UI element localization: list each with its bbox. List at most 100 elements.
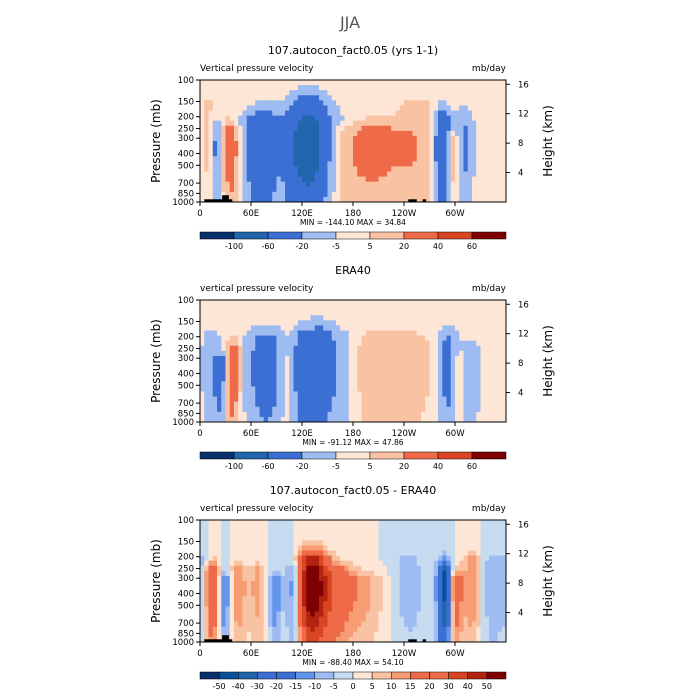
heatmap-cell <box>212 545 218 551</box>
heatmap-cell <box>221 550 226 556</box>
heatmap-cell <box>229 381 235 387</box>
heatmap-cell <box>246 151 252 157</box>
heatmap-cell <box>408 355 413 362</box>
heatmap-cell <box>263 146 269 152</box>
heatmap-cell <box>476 361 481 367</box>
heatmap-cell <box>225 300 231 306</box>
heatmap-cell <box>204 416 209 423</box>
heatmap-cell <box>501 310 507 316</box>
heatmap-cell <box>382 540 388 546</box>
heatmap-cell <box>421 115 426 122</box>
heatmap-cell <box>297 181 303 188</box>
heatmap-cell <box>272 120 277 127</box>
heatmap-cell <box>327 146 333 152</box>
heatmap-cell <box>251 366 256 372</box>
heatmap-cell <box>280 616 286 623</box>
heatmap-cell <box>221 340 226 347</box>
heatmap-cell <box>463 305 469 311</box>
heatmap-cell <box>361 85 367 91</box>
heatmap-cell <box>408 120 413 127</box>
heatmap-cell <box>263 95 269 101</box>
heatmap-cell <box>302 176 307 183</box>
heatmap-cell <box>221 300 226 306</box>
heatmap-cell <box>446 191 452 198</box>
heatmap-cell <box>310 335 316 342</box>
heatmap-cell <box>268 115 273 122</box>
heatmap-cell <box>200 386 205 392</box>
heatmap-cell <box>297 411 303 418</box>
heatmap-cell <box>285 530 290 536</box>
heatmap-cell <box>314 601 320 607</box>
heatmap-cell <box>285 95 290 101</box>
heatmap-cell <box>365 586 371 592</box>
heatmap-cell <box>238 135 243 142</box>
heatmap-cell <box>336 305 341 311</box>
heatmap-cell <box>412 125 418 132</box>
heatmap-cell <box>382 305 388 311</box>
heatmap-cell <box>412 90 418 96</box>
heatmap-cell <box>225 330 231 336</box>
heatmap-cell <box>370 345 375 352</box>
heatmap-cell <box>221 191 226 198</box>
heatmap-cell <box>302 586 307 592</box>
heatmap-cell <box>353 626 358 633</box>
heatmap-cell <box>289 535 294 541</box>
heatmap-cell <box>336 376 341 382</box>
heatmap-cell <box>200 545 205 551</box>
heatmap-cell <box>472 171 477 177</box>
heatmap-cell <box>200 371 205 377</box>
heatmap-cell <box>501 166 507 172</box>
heatmap-cell <box>238 416 243 423</box>
heatmap-cell <box>395 570 401 577</box>
y2-tick-label: 8 <box>518 139 523 149</box>
heatmap-cell <box>421 310 426 316</box>
heatmap-cell <box>314 611 320 617</box>
heatmap-cell <box>425 310 430 316</box>
heatmap-cell <box>348 401 354 408</box>
heatmap-cell <box>272 371 277 377</box>
heatmap-cell <box>212 550 218 556</box>
x-tick-label: 120E <box>291 209 313 219</box>
heatmap-cell <box>421 606 426 612</box>
heatmap-cell <box>408 320 413 326</box>
heatmap-cell <box>208 560 214 567</box>
heatmap-cell <box>302 315 307 321</box>
heatmap-cell <box>255 130 260 137</box>
heatmap-cell <box>204 310 209 316</box>
heatmap-cell <box>387 611 392 617</box>
heatmap-cell <box>421 371 426 377</box>
heatmap-cell <box>259 366 265 372</box>
heatmap-cell <box>348 191 354 198</box>
heatmap-cell <box>229 110 235 116</box>
heatmap-cell <box>340 105 345 111</box>
heatmap-cell <box>463 315 469 321</box>
heatmap-cell <box>348 570 354 577</box>
heatmap-cell <box>251 606 256 612</box>
heatmap-cell <box>225 401 231 408</box>
heatmap-cell <box>276 550 282 556</box>
heatmap-cell <box>467 80 473 86</box>
heatmap-cell <box>425 386 430 392</box>
heatmap-cell <box>336 631 341 638</box>
heatmap-cell <box>395 386 401 392</box>
heatmap-cell <box>433 176 439 183</box>
heatmap-cell <box>310 386 316 392</box>
heatmap-cell <box>276 100 282 106</box>
heatmap-cell <box>297 520 303 526</box>
heatmap-cell <box>314 156 320 162</box>
heatmap-cell <box>221 520 226 526</box>
heatmap-cell <box>297 310 303 316</box>
heatmap-cell <box>353 110 358 116</box>
heatmap-cell <box>399 95 405 101</box>
heatmap-cell <box>212 315 218 321</box>
heatmap-cell <box>353 335 358 342</box>
heatmap-cell <box>374 100 379 106</box>
heatmap-cell <box>412 406 418 413</box>
heatmap-cell <box>221 626 226 633</box>
heatmap-cell <box>306 596 311 602</box>
heatmap-cell <box>221 570 226 577</box>
heatmap-cell <box>276 141 282 147</box>
heatmap-cell <box>501 416 507 423</box>
heatmap-cell <box>217 320 222 326</box>
heatmap-cell <box>472 335 477 342</box>
